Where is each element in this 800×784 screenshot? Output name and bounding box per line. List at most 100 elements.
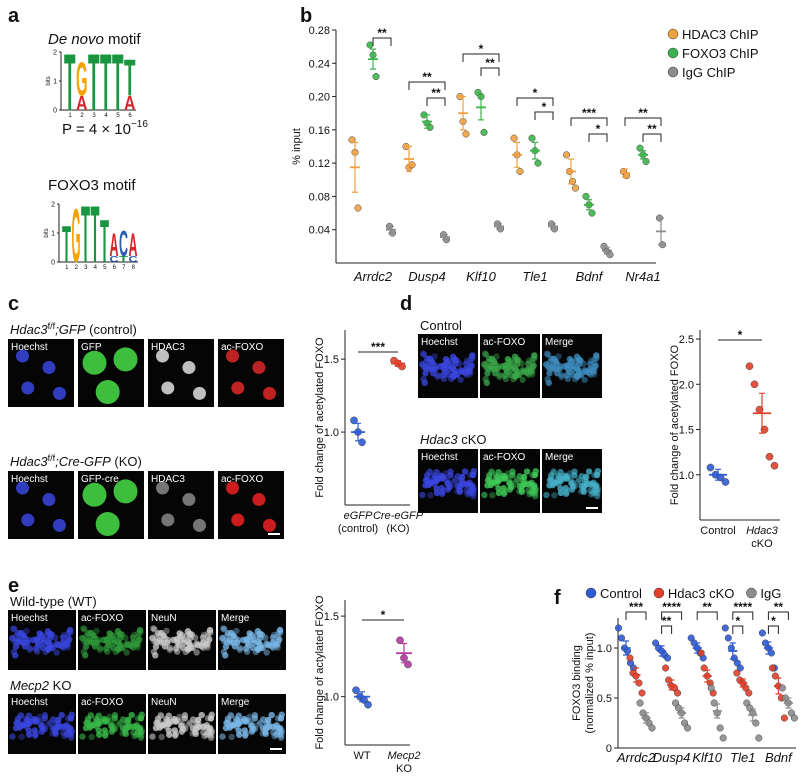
cell bbox=[38, 722, 45, 730]
cell bbox=[203, 721, 211, 729]
data-point bbox=[480, 128, 488, 136]
cell bbox=[231, 513, 245, 527]
data-point bbox=[636, 699, 644, 707]
cell bbox=[219, 634, 226, 642]
cell bbox=[518, 487, 525, 494]
legend-marker bbox=[667, 47, 679, 59]
cell bbox=[63, 731, 71, 738]
cell bbox=[161, 381, 175, 395]
significance-bracket bbox=[767, 625, 779, 634]
data-point bbox=[636, 144, 644, 152]
cell bbox=[94, 636, 102, 644]
cell bbox=[125, 716, 132, 724]
image-row-title: Hdac3 cKO bbox=[420, 432, 486, 447]
logo-letter: T bbox=[119, 255, 129, 264]
cell bbox=[470, 492, 477, 500]
cell bbox=[59, 634, 67, 641]
data-point bbox=[778, 684, 786, 692]
cell bbox=[484, 482, 491, 489]
image-label: Hoechst bbox=[421, 337, 458, 348]
logo-tick-label: 2 bbox=[53, 50, 57, 57]
cell bbox=[206, 731, 214, 738]
cell bbox=[185, 721, 193, 728]
cell bbox=[567, 363, 575, 370]
significance-bracket bbox=[642, 133, 662, 142]
cell bbox=[95, 380, 120, 405]
cell bbox=[467, 364, 474, 371]
cell bbox=[575, 476, 583, 483]
cell bbox=[431, 480, 438, 487]
logo-letter: T bbox=[91, 191, 100, 280]
logo-letter: T bbox=[81, 191, 90, 280]
data-point bbox=[765, 452, 774, 461]
cell bbox=[466, 479, 473, 486]
cell bbox=[452, 370, 459, 377]
data-point bbox=[790, 714, 798, 722]
cell bbox=[182, 493, 196, 507]
image-label: ac-FOXO bbox=[483, 452, 525, 463]
text-part: (KO) bbox=[111, 454, 142, 469]
y-tick-label: 1.5 bbox=[679, 425, 694, 437]
cell bbox=[137, 715, 145, 722]
y-axis-label: Fold change of acetylated FOXO bbox=[669, 344, 681, 505]
cell bbox=[557, 468, 564, 476]
cell bbox=[93, 627, 100, 635]
cell bbox=[137, 728, 145, 736]
cell bbox=[50, 716, 57, 723]
y-tick-label: 0.20 bbox=[309, 92, 330, 104]
cell bbox=[591, 364, 598, 371]
cell bbox=[149, 634, 156, 642]
cell bbox=[523, 468, 531, 475]
significance-label: ** bbox=[638, 106, 648, 120]
cell bbox=[150, 625, 157, 632]
cell bbox=[203, 731, 210, 738]
cell bbox=[177, 636, 184, 644]
cell bbox=[273, 731, 280, 738]
significance-bracket bbox=[732, 625, 744, 634]
significance-label: ** bbox=[774, 600, 784, 614]
cell bbox=[123, 640, 130, 647]
cell bbox=[466, 489, 473, 496]
cell bbox=[445, 479, 453, 487]
cell bbox=[532, 492, 539, 500]
cell bbox=[593, 489, 600, 496]
cell bbox=[25, 712, 33, 719]
data-point bbox=[606, 251, 614, 259]
y-axis-label: (normalized % input) bbox=[584, 633, 596, 734]
cell bbox=[233, 723, 240, 730]
text-part: Mecp2 bbox=[10, 678, 50, 693]
cell bbox=[551, 492, 558, 499]
data-point bbox=[736, 664, 744, 672]
cell bbox=[269, 634, 277, 641]
cell bbox=[252, 493, 266, 507]
logo-letter: C bbox=[129, 255, 138, 264]
y-axis-label: % input bbox=[291, 128, 303, 165]
cell bbox=[576, 370, 583, 377]
y-tick-label: 2.5 bbox=[679, 334, 694, 346]
y-tick-label: 1.0 bbox=[679, 470, 694, 482]
cell bbox=[182, 361, 196, 375]
image-label: Merge bbox=[221, 613, 250, 624]
cell bbox=[67, 728, 75, 736]
cell bbox=[156, 481, 170, 495]
x-tick-label: Mecp2 bbox=[387, 750, 420, 762]
logo-letter: A bbox=[124, 93, 136, 115]
logo-axis-label: bits bbox=[46, 76, 52, 85]
cell bbox=[469, 471, 477, 479]
cell bbox=[96, 644, 104, 652]
legend-marker bbox=[746, 587, 757, 599]
cell bbox=[48, 631, 56, 638]
cell bbox=[512, 478, 520, 485]
y-tick-label: 2.0 bbox=[679, 379, 694, 391]
cell bbox=[525, 487, 532, 494]
data-point bbox=[462, 130, 470, 138]
cell bbox=[63, 721, 71, 729]
image-label: NeuN bbox=[151, 697, 177, 708]
significance-bracket bbox=[426, 97, 446, 106]
cell bbox=[102, 645, 109, 652]
cell bbox=[84, 629, 92, 637]
cell bbox=[273, 731, 281, 738]
significance-label: *** bbox=[371, 340, 385, 354]
data-point bbox=[750, 380, 759, 389]
significance-bracket bbox=[661, 625, 673, 634]
